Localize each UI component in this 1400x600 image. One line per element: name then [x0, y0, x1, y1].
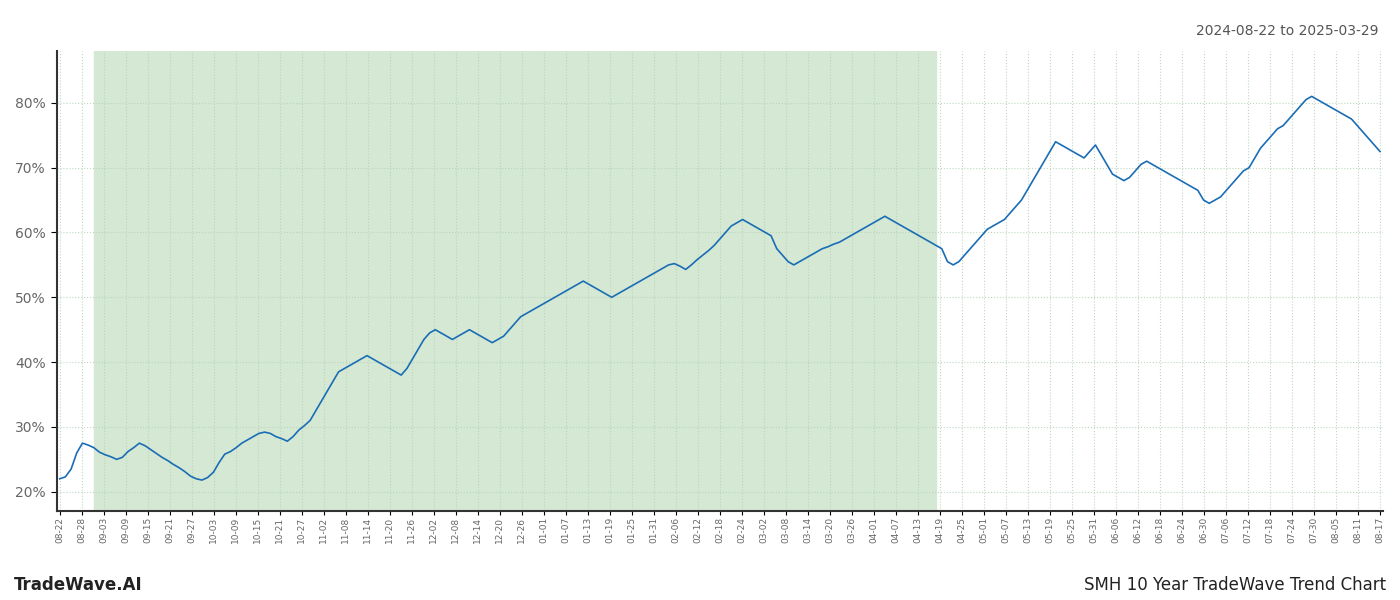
- Text: 2024-08-22 to 2025-03-29: 2024-08-22 to 2025-03-29: [1197, 24, 1379, 38]
- Text: SMH 10 Year TradeWave Trend Chart: SMH 10 Year TradeWave Trend Chart: [1084, 576, 1386, 594]
- Text: TradeWave.AI: TradeWave.AI: [14, 576, 143, 594]
- Bar: [94, 51, 937, 511]
